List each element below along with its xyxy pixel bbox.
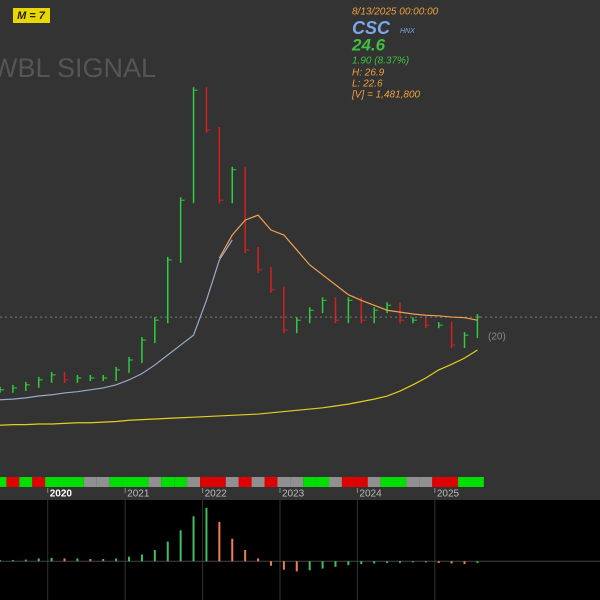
signal-cell: [148, 477, 162, 487]
signal-cell: [58, 477, 71, 487]
signal-cell: [109, 477, 123, 487]
symbol: CSC: [352, 18, 391, 38]
signal-cell: [251, 477, 265, 487]
exchange: HNX: [400, 28, 415, 35]
signal-cell: [6, 477, 20, 487]
signal-cell: [45, 477, 59, 487]
signal-cell: [225, 477, 239, 487]
x-tick-label: 2022: [205, 489, 228, 500]
signal-cell: [367, 477, 381, 487]
x-tick-label: 2020: [50, 489, 73, 500]
indicator-line: [0, 349, 478, 426]
signal-cell: [32, 477, 46, 487]
signal-cell: [200, 477, 213, 487]
signal-cell: [161, 477, 175, 487]
low: L: 22.6: [352, 79, 383, 90]
signal-cell: [96, 477, 110, 487]
volume: [V] = 1,481,800: [351, 90, 421, 101]
ma-label: (20): [488, 332, 506, 343]
signal-cell: [341, 477, 355, 487]
indicator-line: [0, 239, 233, 401]
badge: M = 7: [17, 10, 46, 22]
signal-cell: [238, 477, 252, 487]
signal-cell: [187, 477, 200, 487]
price-panel: [0, 0, 600, 476]
signal-cell: [406, 477, 420, 487]
x-tick-label: 2021: [127, 489, 150, 500]
badge-bg: [13, 8, 50, 23]
signal-cell: [277, 477, 291, 487]
signal-cell: [135, 477, 149, 487]
signal-cell: [290, 477, 304, 487]
signal-cell: [419, 477, 433, 487]
signal-cell: [212, 477, 226, 487]
signal-cell: [445, 477, 459, 487]
signal-cell: [393, 477, 407, 487]
signal-cell: [316, 477, 330, 487]
signal-cell: [354, 477, 368, 487]
signal-cell: [70, 477, 84, 487]
signal-cell: [122, 477, 136, 487]
signal-cell: [83, 477, 97, 487]
high: H: 26.9: [352, 68, 385, 79]
signal-cell: [329, 477, 342, 487]
signal-cell: [380, 477, 394, 487]
signal-cell: [458, 477, 471, 487]
x-tick-label: 2023: [282, 489, 305, 500]
indicator-line: [218, 214, 478, 321]
signal-cell: [303, 477, 317, 487]
signal-cell: [470, 477, 484, 487]
signal-cell: [19, 477, 33, 487]
signal-cell: [432, 477, 446, 487]
chart-title: WBL SIGNAL: [0, 53, 156, 83]
signal-cell: [0, 477, 7, 487]
oscillator-panel: [0, 500, 600, 600]
signal-cell: [264, 477, 278, 487]
signal-cell: [174, 477, 188, 487]
time-axis: [0, 488, 600, 500]
date: 8/13/2025 00:00:00: [352, 7, 439, 18]
x-tick-label: 2024: [359, 489, 382, 500]
x-tick-label: 2025: [437, 489, 460, 500]
price: 24.6: [351, 35, 386, 54]
change: 1.90 (8.37%): [352, 56, 409, 67]
